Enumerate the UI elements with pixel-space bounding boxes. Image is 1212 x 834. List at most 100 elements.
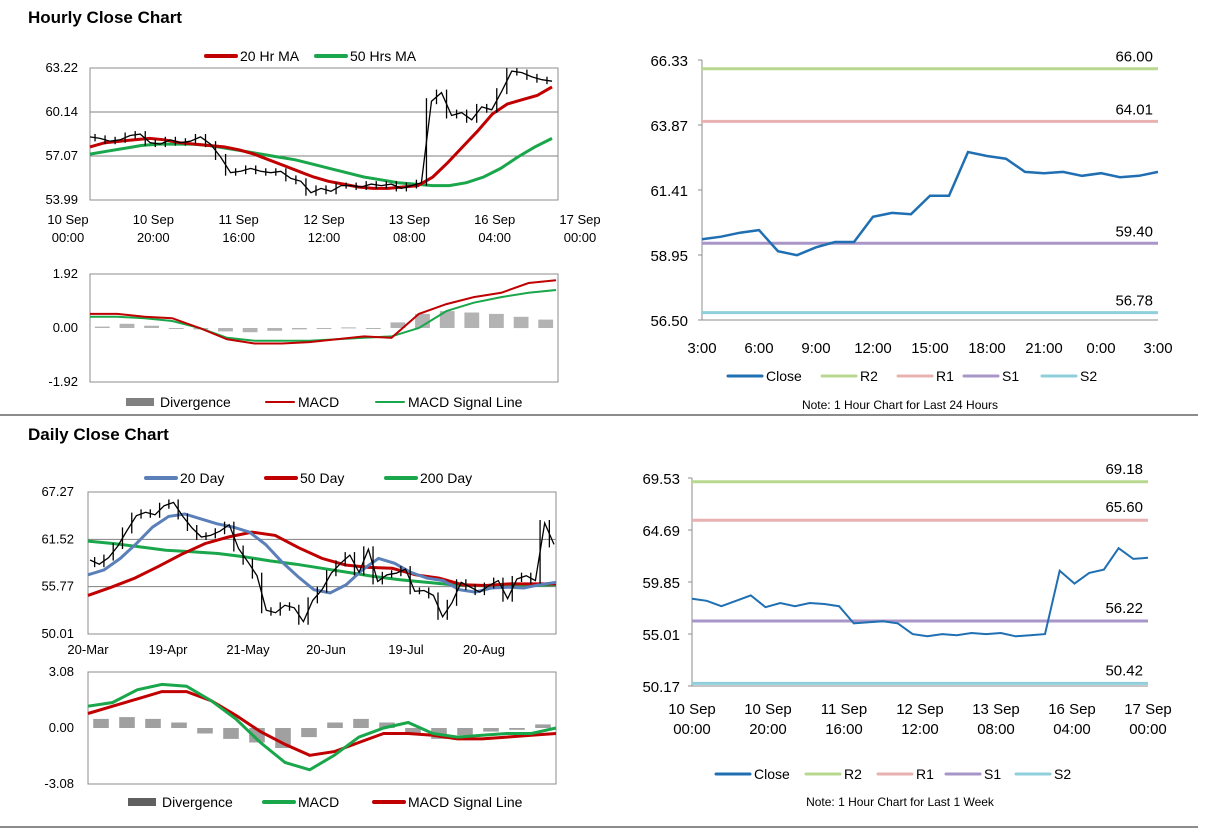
hourly-price-x-tick-date: 16 Sep xyxy=(474,212,515,227)
hourly-macd-divergence-bar xyxy=(489,313,504,328)
daily-price-20-day-line xyxy=(87,512,557,595)
hourly-macd-legend-macd-label: MACD xyxy=(298,394,339,410)
daily-week-x-tick-date: 10 Sep xyxy=(668,701,716,718)
daily-price-legend-20-day-label: 20 Day xyxy=(180,470,224,486)
hourly-24h-x-tick-label: 3:00 xyxy=(1143,340,1172,357)
daily-price-legend-50-day-label: 50 Day xyxy=(300,470,344,486)
daily-macd-divergence-bar xyxy=(197,728,213,734)
daily-week-r2-level-label: 69.18 xyxy=(1105,461,1143,478)
hourly-macd-divergence-bar xyxy=(94,326,110,328)
daily-week-x-tick-date: 17 Sep xyxy=(1124,701,1172,718)
daily-price-x-tick-label: 21-May xyxy=(226,642,270,657)
hourly-macd-legend-divergence-label: Divergence xyxy=(160,394,231,410)
hourly-macd-divergence-bar xyxy=(242,328,258,333)
hourly-price-x-tick-time: 04:00 xyxy=(478,230,511,245)
daily-week-legend-s1-label: S1 xyxy=(984,766,1001,782)
daily-week-x-tick-date: 10 Sep xyxy=(744,701,792,718)
daily-price-y-tick-label: 55.77 xyxy=(41,579,74,594)
daily-week-x-tick-date: 13 Sep xyxy=(972,701,1020,718)
hourly-macd-divergence-bar xyxy=(341,327,356,329)
daily-macd-divergence-bar xyxy=(379,722,395,728)
hourly-macd-y-tick-label: -1.92 xyxy=(48,374,78,389)
daily-week-legend-close-label: Close xyxy=(754,766,790,782)
daily-macd-divergence-bar xyxy=(145,718,161,728)
daily-macd-y-tick-label: 3.08 xyxy=(49,664,74,679)
daily-week-note: Note: 1 Hour Chart for Last 1 Week xyxy=(806,795,995,809)
daily-macd-legend-divergence-label: Divergence xyxy=(162,794,233,810)
hourly-24h-r1-level-label: 64.01 xyxy=(1115,101,1153,118)
hourly-24h-note: Note: 1 Hour Chart for Last 24 Hours xyxy=(802,398,998,412)
hourly-price-x-tick-time: 20:00 xyxy=(137,230,170,245)
daily-price-x-tick-label: 19-Jul xyxy=(388,642,424,657)
hourly-price-plot-frame xyxy=(89,67,559,201)
daily-macd-divergence-bar xyxy=(509,728,525,730)
hourly-macd-y-tick-label: 0.00 xyxy=(53,320,78,335)
hourly-macd-divergence-bar xyxy=(144,325,159,328)
hourly-price-legend-20-hr-ma-label: 20 Hr MA xyxy=(240,48,300,64)
daily-week-y-tick-label: 59.85 xyxy=(642,575,680,592)
hourly-24h-y-tick-label: 61.41 xyxy=(650,183,688,200)
section-divider-bottom xyxy=(0,826,1198,828)
hourly-macd-divergence-bar xyxy=(267,328,283,331)
daily-price-y-tick-label: 50.01 xyxy=(41,626,74,641)
hourly-price-x-tick-time: 00:00 xyxy=(52,230,85,245)
daily-macd-line xyxy=(87,682,557,772)
hourly-macd-divergence-bar xyxy=(119,323,135,328)
hourly-macd-chart: 1.92 0.00 -1.92 Divergence MACD MACD Signal L… xyxy=(48,266,559,410)
hourly-price-x-tick-date: 10 Sep xyxy=(47,212,88,227)
hourly-price-x-tick-date: 17 Sep xyxy=(559,212,600,227)
hourly-24h-s2-level-label: 56.78 xyxy=(1115,293,1153,310)
daily-week-x-tick-time: 00:00 xyxy=(1129,721,1167,738)
daily-macd-divergence-bar xyxy=(223,728,239,739)
daily-price-x-tick-label: 20-Mar xyxy=(67,642,109,657)
hourly-macd-legend-macd-signal-line-label: MACD Signal Line xyxy=(408,394,523,410)
daily-week-x-tick-time: 08:00 xyxy=(977,721,1015,738)
daily-week-x-tick-date: 11 Sep xyxy=(821,701,867,718)
hourly-price-x-tick-time: 08:00 xyxy=(393,230,426,245)
hourly-24h-legend-s2-label: S2 xyxy=(1080,368,1097,384)
daily-macd-legend-macd-label: MACD xyxy=(298,794,339,810)
daily-macd-divergence-bar xyxy=(327,722,343,728)
daily-week-y-tick-label: 55.01 xyxy=(642,627,680,644)
daily-price-y-tick-label: 67.27 xyxy=(41,484,74,499)
hourly-price-close-line xyxy=(89,70,553,194)
daily-macd-y-tick-label: 0.00 xyxy=(49,720,74,735)
daily-week-legend-s2-label: S2 xyxy=(1054,766,1071,782)
hourly-price-x-tick-time: 16:00 xyxy=(222,230,255,245)
daily-week-close-line xyxy=(691,546,1149,638)
hourly-macd-y-tick-label: 1.92 xyxy=(53,266,78,281)
daily-section-title: Daily Close Chart xyxy=(28,425,169,444)
hourly-macd-divergence-bar xyxy=(292,328,307,330)
daily-price-50-day-line xyxy=(87,530,556,597)
hourly-macd-divergence-bar xyxy=(439,311,455,328)
hourly-section-title: Hourly Close Chart xyxy=(28,8,182,27)
hourly-macd-divergence-bar xyxy=(390,322,406,328)
hourly-price-50hrs-ma-line xyxy=(89,137,553,188)
hourly-24h-legend-r2-label: R2 xyxy=(860,368,878,384)
hourly-24h-legend-close-label: Close xyxy=(766,368,802,384)
daily-price-x-tick-label: 20-Jun xyxy=(306,642,346,657)
hourly-price-y-tick-label: 63.22 xyxy=(45,60,78,75)
daily-week-y-tick-label: 64.69 xyxy=(642,523,680,540)
daily-week-chart: 69.53 64.69 59.85 55.01 50.17 10 Sep 00:00 10 S… xyxy=(642,461,1172,809)
hourly-24h-y-tick-label: 63.87 xyxy=(650,118,688,135)
hourly-24h-x-tick-label: 12:00 xyxy=(854,340,892,357)
hourly-price-y-tick-label: 60.14 xyxy=(45,104,78,119)
hourly-24h-close-line xyxy=(701,150,1159,257)
hourly-macd-divergence-bar xyxy=(464,312,480,328)
hourly-macd-divergence-bar xyxy=(365,328,381,329)
daily-week-s1-level-label: 56.22 xyxy=(1105,600,1143,617)
hourly-price-x-tick-date: 11 Sep xyxy=(219,212,259,227)
hourly-24h-x-tick-label: 3:00 xyxy=(687,340,716,357)
hourly-24h-x-tick-label: 18:00 xyxy=(968,340,1006,357)
hourly-24h-x-tick-label: 0:00 xyxy=(1086,340,1115,357)
hourly-24h-y-tick-label: 56.50 xyxy=(650,313,688,330)
hourly-macd-divergence-bar xyxy=(218,328,233,332)
daily-price-legend-200-day-label: 200 Day xyxy=(420,470,472,486)
daily-price-x-tick-label: 19-Apr xyxy=(148,642,188,657)
daily-week-x-tick-time: 12:00 xyxy=(901,721,939,738)
hourly-macd-line xyxy=(90,279,557,345)
daily-price-close-line xyxy=(89,501,555,624)
daily-week-x-tick-date: 12 Sep xyxy=(896,701,944,718)
daily-price-plot-frame xyxy=(87,491,557,635)
